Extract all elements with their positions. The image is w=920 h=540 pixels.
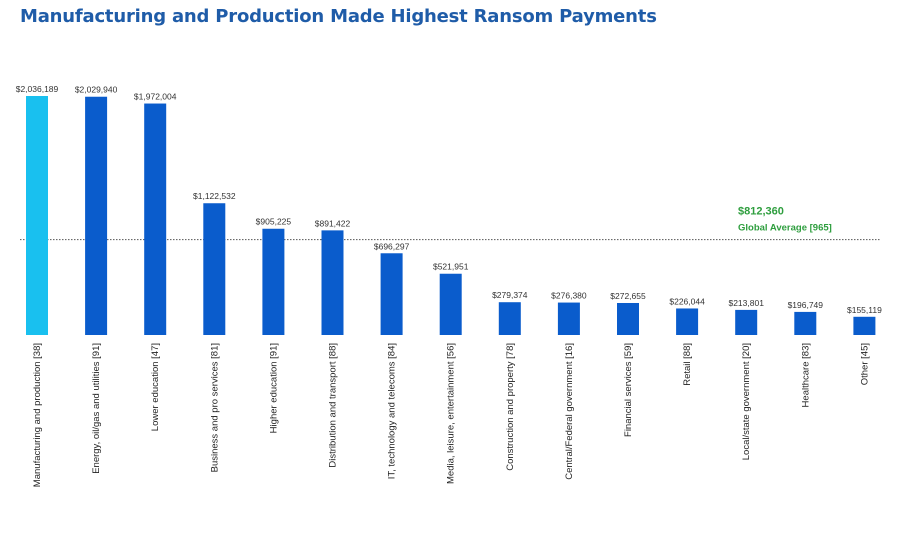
bar[interactable] [439, 273, 462, 335]
global-average-value: $812,360 [738, 206, 784, 218]
global-average-label: Global Average [965] [738, 223, 832, 234]
bar-value-label: $213,801 [728, 298, 764, 308]
bar-value-label: $276,380 [551, 291, 587, 301]
chart-title: Manufacturing and Production Made Highes… [20, 6, 657, 27]
category-label: Other [45] [859, 343, 870, 385]
bar[interactable] [794, 311, 817, 335]
bar[interactable] [262, 228, 285, 335]
category-label: Distribution and transport [88] [328, 343, 339, 468]
bar[interactable] [26, 96, 48, 335]
bar-value-label: $2,036,189 [16, 84, 59, 94]
category-label: Construction and property [78] [505, 343, 516, 471]
category-label: Local/state government [20] [741, 343, 752, 460]
bar-value-label: $1,972,004 [134, 92, 177, 102]
bar[interactable] [735, 309, 758, 335]
category-label: Higher education [91] [268, 343, 279, 433]
category-label: Lower education [47] [150, 343, 161, 431]
bar-value-label: $279,374 [492, 290, 528, 300]
bar[interactable] [144, 103, 167, 336]
bar-value-label: $272,655 [610, 291, 646, 301]
category-label: Financial services [59] [623, 343, 634, 437]
bar-value-label: $891,422 [315, 218, 351, 228]
bar[interactable] [557, 302, 580, 335]
bar-value-label: $226,044 [669, 296, 705, 306]
bar[interactable] [85, 96, 108, 335]
category-label: Energy, oil/gas and utilities [91] [91, 343, 102, 474]
category-label: IT, technology and telecoms [84] [387, 343, 398, 479]
bar-value-label: $696,297 [374, 241, 410, 251]
bar[interactable] [498, 302, 521, 335]
bar[interactable] [676, 308, 699, 335]
bar[interactable] [617, 302, 639, 335]
bar[interactable] [321, 230, 344, 335]
category-label: Retail [88] [682, 343, 693, 386]
bar[interactable] [203, 203, 226, 335]
category-label: Healthcare [83] [800, 343, 811, 407]
category-label: Manufacturing and production [38] [32, 343, 43, 487]
bar-value-label: $2,029,940 [75, 85, 118, 95]
bar-value-label: $155,119 [847, 305, 882, 315]
category-label: Business and pro services [81] [209, 343, 220, 472]
bar-value-label: $521,951 [433, 262, 469, 272]
bar-value-label: $196,749 [788, 300, 824, 310]
bar-value-label: $1,122,532 [193, 191, 236, 201]
bar[interactable] [380, 253, 403, 335]
category-label: Media, leisure, entertainment [56] [446, 343, 457, 484]
category-label: Central/Federal government [16] [564, 343, 575, 480]
bar[interactable] [853, 316, 876, 335]
bar-value-label: $905,225 [256, 217, 292, 227]
